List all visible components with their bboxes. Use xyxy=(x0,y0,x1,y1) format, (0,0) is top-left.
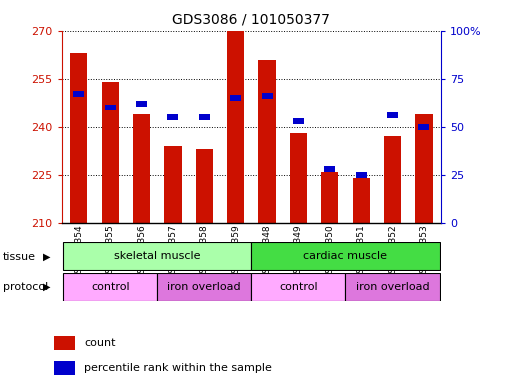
Bar xyxy=(73,91,84,97)
Text: percentile rank within the sample: percentile rank within the sample xyxy=(84,363,272,373)
Bar xyxy=(251,273,345,301)
Text: tissue: tissue xyxy=(3,252,35,262)
Text: ▶: ▶ xyxy=(44,282,51,292)
Bar xyxy=(70,53,87,223)
Bar xyxy=(230,95,241,101)
Text: protocol: protocol xyxy=(3,282,48,292)
Bar xyxy=(195,149,213,223)
Bar xyxy=(54,361,75,375)
Bar xyxy=(167,114,179,120)
Text: iron overload: iron overload xyxy=(356,282,429,292)
Bar xyxy=(63,273,157,301)
Bar xyxy=(324,166,336,172)
Bar xyxy=(356,172,367,178)
Text: count: count xyxy=(84,338,115,348)
Bar xyxy=(290,133,307,223)
Bar xyxy=(133,114,150,223)
Bar xyxy=(199,114,210,120)
Bar xyxy=(345,273,440,301)
Bar xyxy=(227,31,244,223)
Title: GDS3086 / 101050377: GDS3086 / 101050377 xyxy=(172,13,330,27)
Bar xyxy=(136,101,147,107)
Bar xyxy=(262,93,272,99)
Bar xyxy=(105,105,115,111)
Text: control: control xyxy=(279,282,318,292)
Bar xyxy=(251,243,440,270)
Bar xyxy=(352,178,370,223)
Text: iron overload: iron overload xyxy=(168,282,241,292)
Bar xyxy=(416,114,432,223)
Bar xyxy=(63,243,251,270)
Bar xyxy=(384,136,401,223)
Bar xyxy=(321,172,339,223)
Bar xyxy=(293,118,304,124)
Bar xyxy=(419,124,429,130)
Bar xyxy=(157,273,251,301)
Text: ▶: ▶ xyxy=(44,252,51,262)
Bar xyxy=(54,336,75,350)
Text: skeletal muscle: skeletal muscle xyxy=(114,251,201,262)
Bar xyxy=(387,113,398,118)
Text: control: control xyxy=(91,282,129,292)
Bar xyxy=(102,82,119,223)
Bar xyxy=(259,60,275,223)
Text: cardiac muscle: cardiac muscle xyxy=(304,251,387,262)
Bar xyxy=(164,146,182,223)
